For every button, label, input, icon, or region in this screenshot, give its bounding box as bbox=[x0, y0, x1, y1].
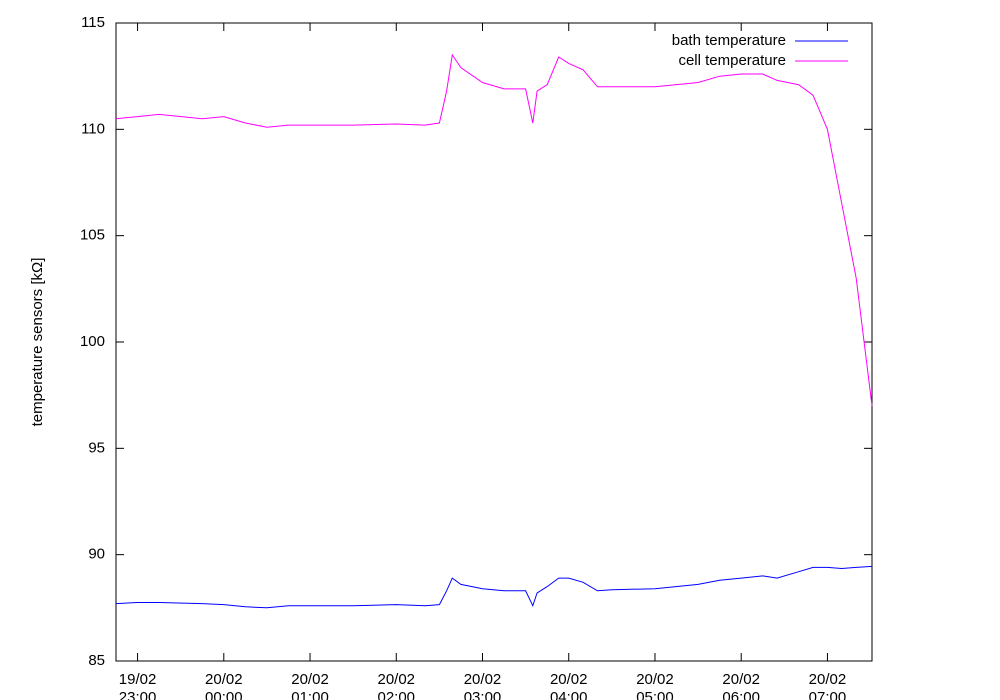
x-tick-label: 20/02 03:00 bbox=[464, 671, 502, 700]
x-tick-label-line: 01:00 bbox=[291, 689, 329, 700]
series-line bbox=[115, 53, 873, 406]
x-tick-label-line: 20/02 bbox=[377, 671, 415, 688]
x-tick-label: 20/02 02:00 bbox=[377, 671, 415, 700]
x-tick-label-line: 19/02 bbox=[119, 671, 157, 688]
x-tick-label-line: 03:00 bbox=[464, 689, 502, 700]
y-tick-label: 115 bbox=[81, 14, 105, 31]
x-tick-label: 20/02 00:00 bbox=[205, 671, 243, 700]
y-tick-label: 105 bbox=[80, 227, 105, 244]
x-tick-label-line: 20/02 bbox=[636, 671, 674, 688]
x-tick-label-line: 02:00 bbox=[377, 689, 415, 700]
legend-label: bath temperature bbox=[672, 32, 786, 49]
x-tick-label-line: 04:00 bbox=[550, 689, 588, 700]
x-tick-label-line: 23:00 bbox=[119, 689, 157, 700]
x-tick-label-line: 20/02 bbox=[291, 671, 329, 688]
x-tick-label: 20/02 05:00 bbox=[636, 671, 674, 700]
x-tick-label: 20/02 06:00 bbox=[722, 671, 760, 700]
x-tick-label-line: 20/02 bbox=[205, 671, 243, 688]
y-axis-label: temperature sensors [kΩ] bbox=[29, 258, 46, 427]
y-tick-label: 85 bbox=[88, 652, 105, 669]
x-tick-label-line: 20/02 bbox=[464, 671, 502, 688]
series-line bbox=[115, 565, 873, 609]
x-tick-label-line: 20/02 bbox=[722, 671, 760, 688]
y-tick-label: 90 bbox=[88, 546, 105, 563]
x-tick-label-line: 00:00 bbox=[205, 689, 243, 700]
x-tick-label-line: 05:00 bbox=[636, 689, 674, 700]
x-tick-label: 20/02 01:00 bbox=[291, 671, 329, 700]
y-tick-label: 100 bbox=[80, 333, 105, 350]
x-tick-label-line: 07:00 bbox=[809, 689, 847, 700]
x-tick-label: 20/02 04:00 bbox=[550, 671, 588, 700]
y-tick-label: 110 bbox=[81, 120, 105, 137]
x-tick-label-line: 20/02 bbox=[550, 671, 588, 688]
x-tick-label-line: 20/02 bbox=[809, 671, 847, 688]
x-tick-label: 20/02 07:00 bbox=[809, 671, 847, 700]
legend-label: cell temperature bbox=[678, 52, 786, 69]
x-tick-label-line: 06:00 bbox=[722, 689, 760, 700]
y-tick-label: 95 bbox=[88, 439, 105, 456]
x-tick-label: 19/02 23:00 bbox=[119, 671, 157, 700]
